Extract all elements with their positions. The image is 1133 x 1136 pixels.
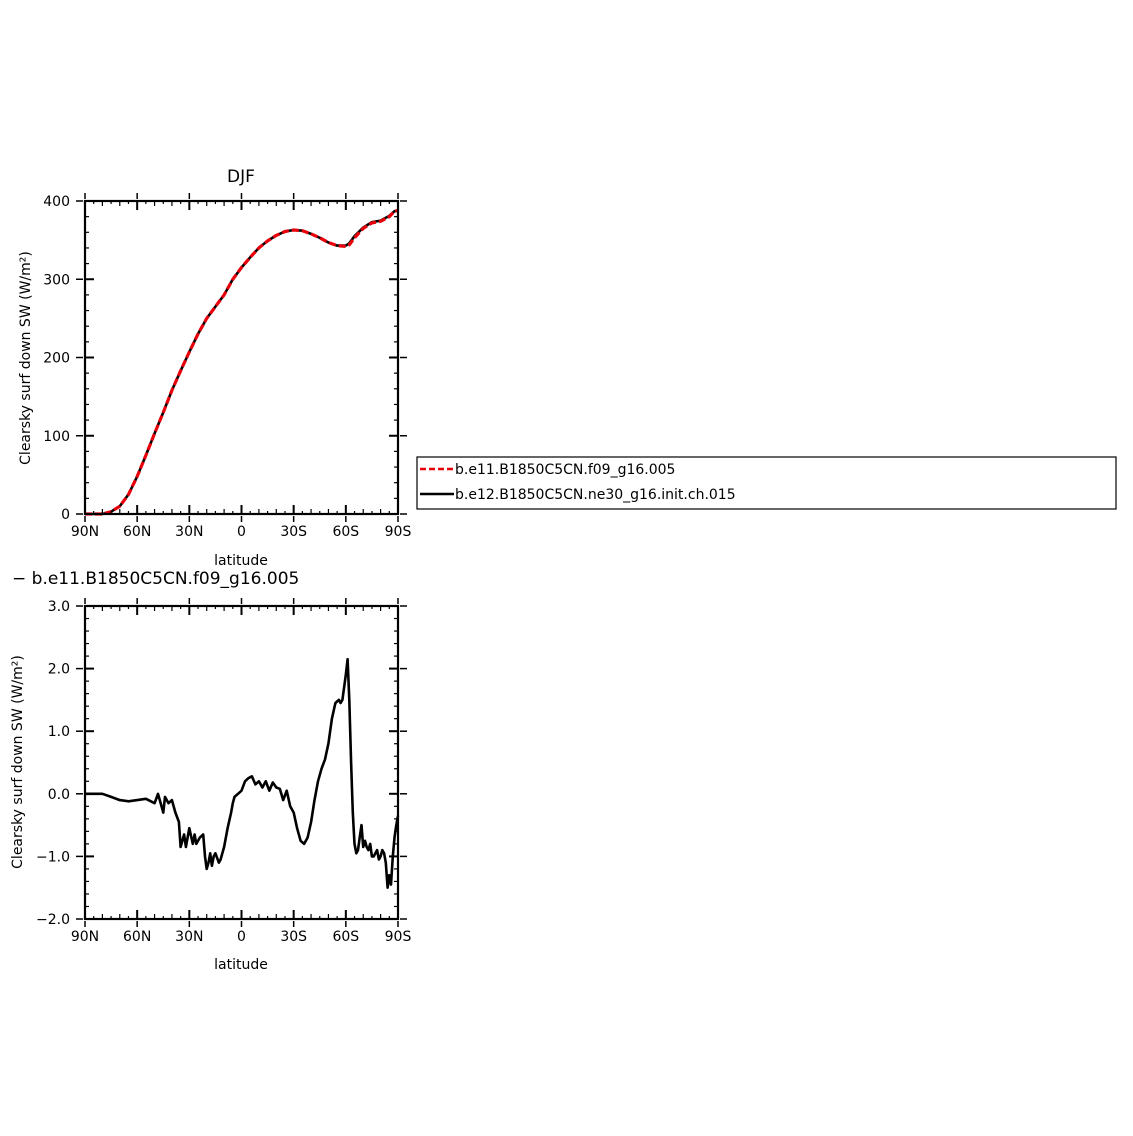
- y-tick-label: 1.0: [48, 724, 70, 740]
- bottom-panel-xlabel: latitude: [214, 957, 268, 973]
- x-tick-label: 90S: [385, 929, 412, 945]
- x-tick-label: 30S: [280, 929, 307, 945]
- legend-entry-1: b.e11.B1850C5CN.f09_g16.005: [455, 462, 675, 478]
- top-panel-title: DJF: [227, 167, 255, 187]
- x-tick-label: 90N: [71, 929, 99, 945]
- y-tick-label: 400: [43, 194, 70, 210]
- top-plot-area: 90N 60N 30N 0 30S 60S 90S 0 100 200 300 400: [43, 193, 411, 540]
- series-line-2: [85, 209, 399, 516]
- bottom-panel-title: − b.e11.B1850C5CN.f09_g16.005: [12, 569, 299, 589]
- y-tick-label: 200: [43, 351, 70, 367]
- y-tick-label: −1.0: [36, 849, 70, 865]
- x-tick-label: 30N: [175, 524, 203, 540]
- x-tick-label: 30S: [280, 524, 307, 540]
- legend-box: [416, 456, 1117, 510]
- series-line-1: [85, 657, 400, 889]
- x-tick-label: 60S: [332, 929, 359, 945]
- bottom-panel-ylabel: Clearsky surf down SW (W/m²): [10, 655, 26, 869]
- y-tick-label: 0.0: [48, 787, 70, 803]
- x-tick-label: 90N: [71, 524, 99, 540]
- y-tick-label: 0: [61, 507, 70, 523]
- bottom-panel: − b.e11.B1850C5CN.f09_g16.005 90N 60N 30N 0…: [10, 569, 411, 973]
- series-line-1: [85, 208, 399, 516]
- y-tick-label: 3.0: [48, 599, 70, 615]
- bottom-plot-area: 90N 60N 30N 0 30S 60S 90S −2.0 −1.0 0.0 1.0 2.0 3.0: [36, 598, 411, 945]
- top-panel: DJF 90N 60N 30N 0 30S 60S 90S 0 100 200 300 400 lat…: [18, 167, 411, 569]
- legend-entry-2: b.e12.B1850C5CN.ne30_g16.init.ch.015: [455, 487, 736, 503]
- top-panel-ylabel: Clearsky surf down SW (W/m²): [18, 251, 34, 465]
- x-tick-label: 30N: [175, 929, 203, 945]
- x-tick-label: 0: [237, 929, 246, 945]
- y-tick-label: 100: [43, 429, 70, 445]
- y-tick-label: 2.0: [48, 662, 70, 678]
- top-panel-xlabel: latitude: [214, 553, 268, 569]
- legend: b.e11.B1850C5CN.f09_g16.005 b.e12.B1850C…: [416, 456, 1117, 510]
- x-tick-label: 90S: [385, 524, 412, 540]
- plot-frame: [83, 199, 400, 516]
- x-tick-label: 60N: [123, 524, 151, 540]
- y-tick-label: −2.0: [36, 912, 70, 928]
- x-tick-label: 60S: [332, 524, 359, 540]
- x-tick-label: 0: [237, 524, 246, 540]
- x-tick-label: 60N: [123, 929, 151, 945]
- y-tick-label: 300: [43, 272, 70, 288]
